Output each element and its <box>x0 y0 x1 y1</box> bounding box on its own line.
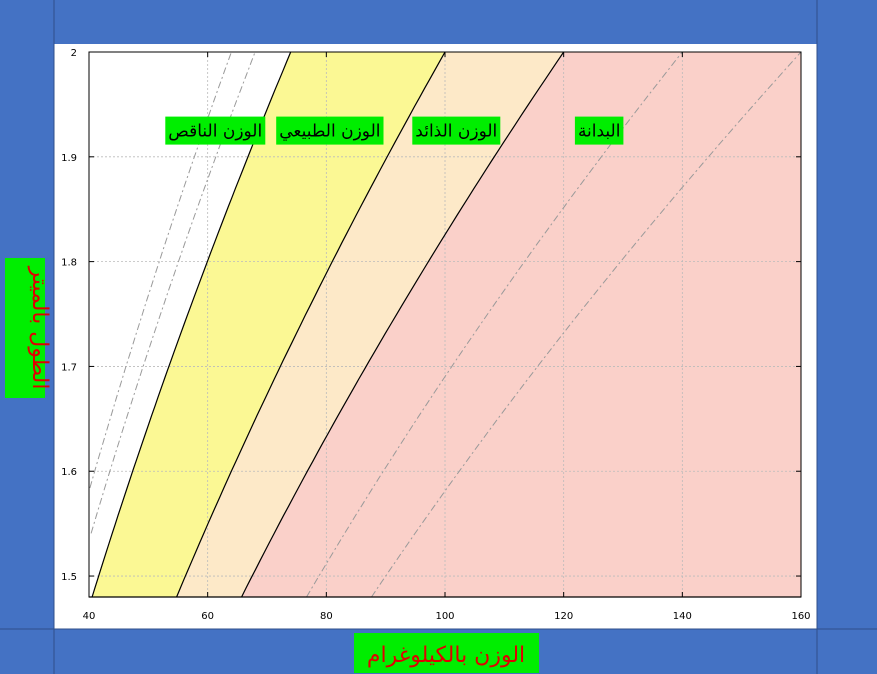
x-tick-label-4: 100 <box>435 611 454 622</box>
x-axis-title-group: الوزن بالكيلوغرام <box>354 633 539 673</box>
band-boundary-2 <box>176 51 446 598</box>
y-tick-label-5: 1.9 <box>61 153 77 164</box>
y-tick-label-6: 2 <box>71 48 77 59</box>
y-axis-title: الطول بالميتر <box>27 266 52 390</box>
band-label-text-1: الوزن الناقص <box>168 122 262 142</box>
band-label-3: الوزن الذائد <box>412 116 501 145</box>
band-label-4: البدانة <box>574 116 624 145</box>
band-label-text-3: الوزن الذائد <box>415 122 497 142</box>
reference-line-3 <box>306 51 683 598</box>
band-label-bg-1 <box>165 116 266 145</box>
y-tick-label-2: 1.6 <box>61 467 77 478</box>
y-axis-title-group: الطول بالميتر <box>5 258 52 398</box>
band-label-bg-4 <box>574 116 624 145</box>
band-boundary-3 <box>241 51 565 598</box>
band-label-text-4: البدانة <box>578 122 621 142</box>
band-layer <box>89 52 802 597</box>
x-tick-label-2: 60 <box>201 611 214 622</box>
y-axis-title-bg <box>5 258 45 398</box>
tick-layer: 40 60 80 100 120 140 160 1.5 1.6 1.7 1.8 1.9 2 <box>61 48 810 622</box>
band-label-2: الوزن الطبيعي <box>276 116 384 145</box>
x-tick-label-7: 160 <box>791 611 810 622</box>
band-area-4 <box>241 52 802 597</box>
y-tick-label-1: 1.5 <box>61 572 77 583</box>
band-label-bg-3 <box>412 116 501 145</box>
x-tick-label-6: 140 <box>673 611 692 622</box>
band-area-1 <box>89 52 291 597</box>
band-label-bg-2 <box>276 116 384 145</box>
x-axis-title: الوزن بالكيلوغرام <box>367 643 525 668</box>
band-label-text-2: الوزن الطبيعي <box>279 122 380 142</box>
x-tick-label-1: 40 <box>83 611 96 622</box>
band-label-1: الوزن الناقص <box>165 116 266 145</box>
band-area-3 <box>176 52 564 597</box>
y-tick-label-4: 1.8 <box>61 258 77 269</box>
band-area-2 <box>92 52 445 597</box>
x-tick-label-3: 80 <box>320 611 333 622</box>
reference-line-4 <box>371 51 802 598</box>
y-tick-label-3: 1.7 <box>61 362 77 373</box>
band-label-layer: الوزن الناقص الوزن الطبيعي الوزن الذائد الب… <box>165 116 624 145</box>
x-tick-label-5: 120 <box>554 611 573 622</box>
x-axis-title-bg <box>354 633 539 673</box>
